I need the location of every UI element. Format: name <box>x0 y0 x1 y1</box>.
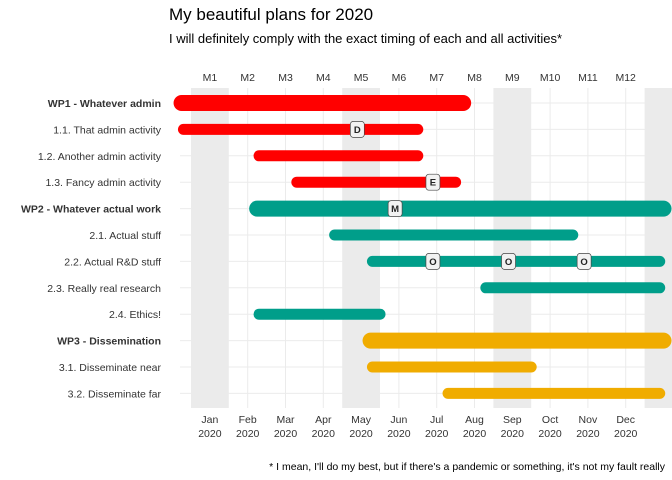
x-tick: Jun 2020 <box>387 414 411 440</box>
wp-label: WP2 - Whatever actual work <box>21 204 161 216</box>
x-tick-month: May <box>351 414 372 426</box>
activity-label: 1.2. Another admin activity <box>38 151 162 163</box>
month-label-top: M6 <box>392 72 407 84</box>
milestone-box <box>387 200 403 217</box>
activity-label: 1.1. That admin activity <box>53 124 162 136</box>
milestone: O <box>425 253 441 270</box>
activity-label: 2.4. Ethics! <box>109 309 161 321</box>
x-tick: Apr 2020 <box>312 414 336 440</box>
x-tick-year: 2020 <box>387 428 411 440</box>
activity-bars <box>173 95 672 399</box>
activity-label: 2.2. Actual R&D stuff <box>64 256 161 268</box>
month-label-top: M10 <box>540 72 561 84</box>
x-tick: Sep 2020 <box>501 414 525 440</box>
month-label-top: M8 <box>467 72 482 84</box>
month-label-top: M5 <box>354 72 369 84</box>
x-tick-month: Oct <box>542 414 558 426</box>
x-tick-year: 2020 <box>349 428 373 440</box>
x-tick: Nov 2020 <box>576 414 600 440</box>
gridlines <box>180 88 665 408</box>
wp-label: WP1 - Whatever admin <box>48 98 161 110</box>
wp-label: WP3 - Dissemination <box>57 336 161 348</box>
x-tick-year: 2020 <box>463 428 487 440</box>
x-tick-year: 2020 <box>425 428 449 440</box>
x-tick: Oct 2020 <box>538 414 562 440</box>
x-tick-month: Apr <box>315 414 332 426</box>
x-tick-month: Jan <box>201 414 218 426</box>
milestones: D E M O O O <box>349 121 592 270</box>
month-label-top: M11 <box>578 72 598 84</box>
milestone-label: O <box>429 257 436 268</box>
x-tick: Aug 2020 <box>463 414 487 440</box>
milestone: E <box>425 173 441 191</box>
month-label-top: M7 <box>429 72 444 84</box>
x-tick-year: 2020 <box>614 428 638 440</box>
activity-label: 1.3. Fancy admin activity <box>45 177 161 189</box>
top-month-labels: M1 M2 M3 M4 M5 M6 M7 M8 M9 M10 M11 M12 <box>203 72 636 84</box>
milestone: M <box>387 200 403 217</box>
month-label-top: M2 <box>240 72 255 84</box>
x-tick: Jul 2020 <box>425 414 449 440</box>
milestone-label: E <box>430 178 436 189</box>
x-tick-year: 2020 <box>198 428 222 440</box>
x-tick-month: Jul <box>430 414 443 426</box>
x-tick-year: 2020 <box>274 428 298 440</box>
activity-label: 2.3. Really real research <box>47 283 161 295</box>
milestone-box <box>425 173 441 191</box>
milestone-label: O <box>505 257 512 268</box>
milestone-box <box>501 253 516 270</box>
chart-caption: * I mean, I'll do my best, but if there'… <box>269 461 666 473</box>
activity-label: 3.2. Disseminate far <box>68 388 162 400</box>
milestone-label: O <box>580 257 587 268</box>
milestone: O <box>501 253 516 270</box>
month-label-top: M1 <box>203 72 218 84</box>
row-labels: WP1 - Whatever admin 1.1. That admin acti… <box>21 98 162 400</box>
x-tick: May 2020 <box>349 414 373 440</box>
milestone-label: D <box>354 125 361 136</box>
x-tick-month: Sep <box>503 414 522 426</box>
month-label-top: M12 <box>615 72 636 84</box>
activity-label: 3.1. Disseminate near <box>59 362 162 374</box>
x-tick-month: Aug <box>465 414 484 426</box>
shade-band-M13 <box>644 88 672 408</box>
x-tick-month: Jun <box>390 414 407 426</box>
x-tick-year: 2020 <box>236 428 260 440</box>
x-tick-year: 2020 <box>312 428 336 440</box>
x-tick-month: Nov <box>579 414 598 426</box>
chart-subtitle: I will definitely comply with the exact … <box>169 31 562 46</box>
x-tick: Mar 2020 <box>274 414 298 440</box>
x-tick-month: Dec <box>616 414 635 426</box>
x-tick-year: 2020 <box>538 428 562 440</box>
month-label-top: M3 <box>278 72 293 84</box>
chart-title: My beautiful plans for 2020 <box>169 5 373 24</box>
shaded-months <box>191 88 672 408</box>
milestone-box <box>576 253 592 270</box>
x-axis-ticks: Jan 2020 Feb 2020 Mar 2020 Apr 2020 May 2020 Jun 20… <box>198 414 637 440</box>
x-tick-month: Mar <box>276 414 295 426</box>
milestone: D <box>349 121 365 138</box>
milestone: O <box>576 253 592 270</box>
x-tick: Feb 2020 <box>236 414 260 440</box>
month-label-top: M9 <box>505 72 520 84</box>
x-tick-year: 2020 <box>501 428 525 440</box>
milestone-box <box>349 121 365 138</box>
activity-label: 2.1. Actual stuff <box>89 230 161 242</box>
x-tick: Jan 2020 <box>198 414 222 440</box>
milestone-label: M <box>391 204 399 215</box>
x-tick-year: 2020 <box>576 428 600 440</box>
x-tick-month: Feb <box>239 414 257 426</box>
milestone-box <box>425 253 441 270</box>
month-label-top: M4 <box>316 72 331 84</box>
x-tick: Dec 2020 <box>614 414 638 440</box>
